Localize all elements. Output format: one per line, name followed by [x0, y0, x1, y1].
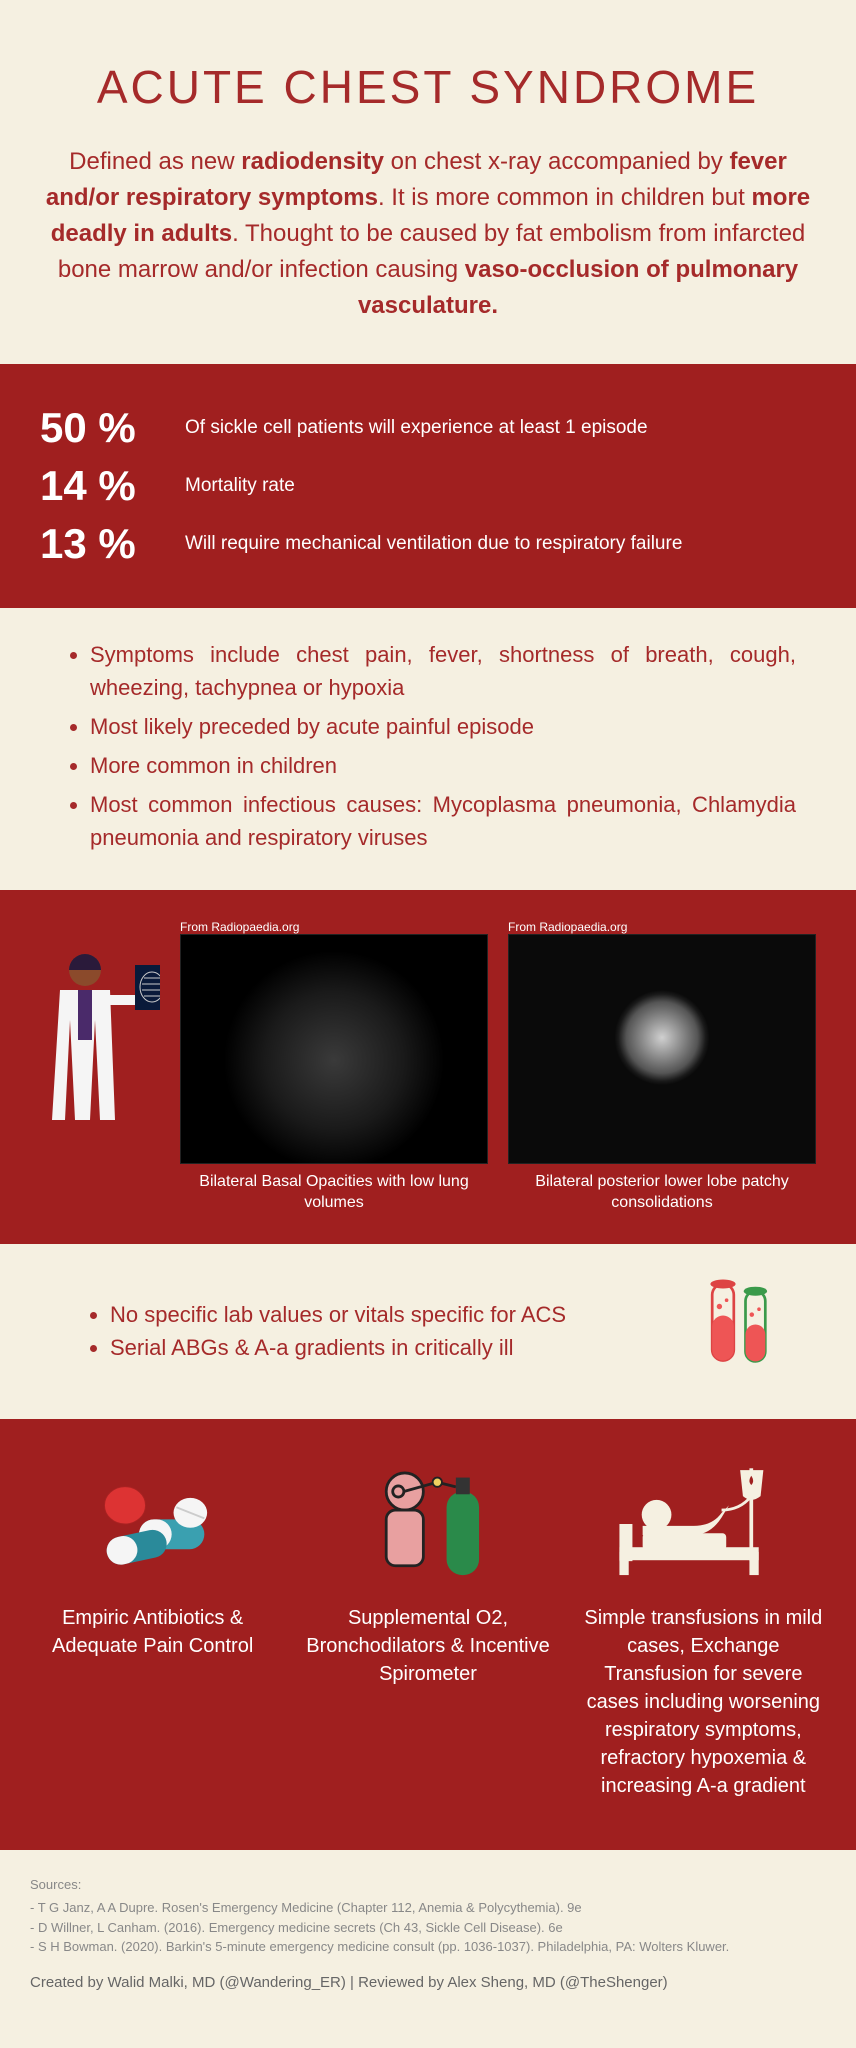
def-text: Defined as new	[69, 148, 241, 175]
stat-label: Of sickle cell patients will experience …	[185, 417, 648, 439]
def-text: on chest x-ray accompanied by	[384, 148, 730, 175]
symptoms-section: Symptoms include chest pain, fever, shor…	[0, 608, 856, 890]
xray-caption: Bilateral Basal Opacities with low lung …	[180, 1172, 488, 1214]
treatment-label: Simple transfusions in mild cases, Excha…	[581, 1604, 826, 1800]
ct-scan-image	[508, 934, 816, 1164]
sources-heading: Sources:	[30, 1875, 826, 1895]
header-section: ACUTE CHEST SYNDROME Defined as new radi…	[0, 0, 856, 364]
stat-number: 14 %	[40, 462, 160, 510]
stat-number: 50 %	[40, 404, 160, 452]
stat-label: Will require mechanical ventilation due …	[185, 533, 682, 555]
transfusion-icon	[581, 1459, 826, 1589]
treatment-label: Supplemental O2, Bronchodilators & Incen…	[305, 1604, 550, 1688]
xray-right-wrap: From Radiopaedia.org Bilateral posterior…	[508, 920, 816, 1214]
sources-section: Sources: - T G Janz, A A Dupre. Rosen's …	[0, 1850, 856, 2025]
page-title: ACUTE CHEST SYNDROME	[30, 60, 826, 114]
imaging-section: From Radiopaedia.org Bilateral Basal Opa…	[0, 890, 856, 1244]
def-bold: radiodensity	[241, 148, 384, 175]
list-item: No specific lab values or vitals specifi…	[110, 1298, 666, 1331]
stat-row: 50 % Of sickle cell patients will experi…	[40, 404, 816, 452]
list-item: Symptoms include chest pain, fever, shor…	[90, 638, 796, 704]
source-item: - T G Janz, A A Dupre. Rosen's Emergency…	[30, 1898, 826, 1918]
doctor-icon	[40, 940, 160, 1145]
treatment-label: Empiric Antibiotics & Adequate Pain Cont…	[30, 1604, 275, 1660]
source-item: - D Willner, L Canham. (2016). Emergency…	[30, 1918, 826, 1938]
symptoms-list: Symptoms include chest pain, fever, shor…	[60, 638, 796, 854]
list-item: Most common infectious causes: Mycoplasm…	[90, 788, 796, 854]
treatment-col: Simple transfusions in mild cases, Excha…	[581, 1459, 826, 1800]
treatment-col: Supplemental O2, Bronchodilators & Incen…	[305, 1459, 550, 1800]
xray-left-wrap: From Radiopaedia.org Bilateral Basal Opa…	[180, 920, 488, 1214]
treatment-col: Empiric Antibiotics & Adequate Pain Cont…	[30, 1459, 275, 1800]
credits-text: Created by Walid Malki, MD (@Wandering_E…	[30, 1972, 826, 1995]
xray-caption: Bilateral posterior lower lobe patchy co…	[508, 1172, 816, 1214]
test-tubes-icon	[696, 1274, 796, 1389]
treatment-section: Empiric Antibiotics & Adequate Pain Cont…	[0, 1419, 856, 1850]
stats-section: 50 % Of sickle cell patients will experi…	[0, 364, 856, 608]
list-item: Serial ABGs & A-a gradients in criticall…	[110, 1331, 666, 1364]
lab-section: No specific lab values or vitals specifi…	[0, 1244, 856, 1419]
lab-list: No specific lab values or vitals specifi…	[60, 1298, 666, 1364]
stat-label: Mortality rate	[185, 475, 295, 497]
stat-row: 13 % Will require mechanical ventilation…	[40, 520, 816, 568]
definition-text: Defined as new radiodensity on chest x-r…	[30, 144, 826, 324]
pills-icon	[30, 1459, 275, 1589]
def-text: . It is more common in children but	[378, 184, 751, 211]
image-source-label: From Radiopaedia.org	[180, 920, 488, 934]
list-item: Most likely preceded by acute painful ep…	[90, 710, 796, 743]
chest-xray-image	[180, 934, 488, 1164]
list-item: More common in children	[90, 749, 796, 782]
stat-number: 13 %	[40, 520, 160, 568]
infographic-container: ACUTE CHEST SYNDROME Defined as new radi…	[0, 0, 856, 2024]
image-source-label: From Radiopaedia.org	[508, 920, 816, 934]
oxygen-icon	[305, 1459, 550, 1589]
stat-row: 14 % Mortality rate	[40, 462, 816, 510]
source-item: - S H Bowman. (2020). Barkin's 5-minute …	[30, 1937, 826, 1957]
